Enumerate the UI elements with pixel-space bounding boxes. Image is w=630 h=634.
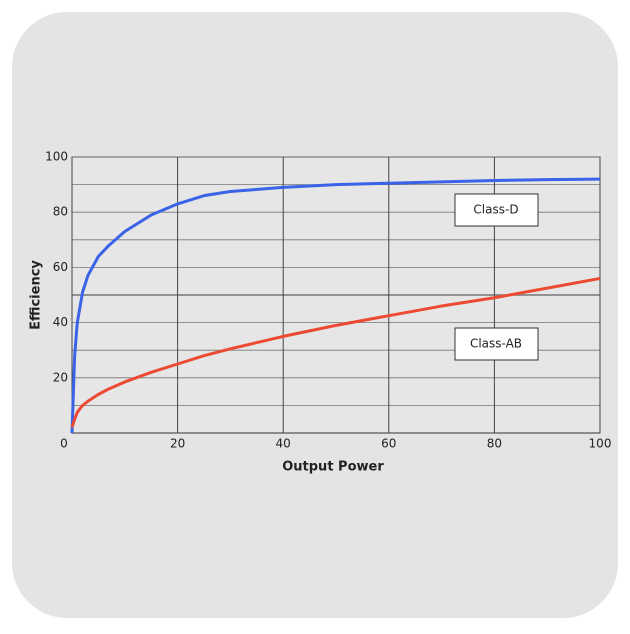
line: [70, 276, 601, 428]
line: [70, 177, 601, 434]
label-box: [454, 327, 539, 361]
x-tick-label: 60: [381, 437, 396, 451]
series-label: Class-D: [473, 203, 518, 217]
y-tick-label: 100: [45, 150, 68, 164]
x-tick-label: 80: [487, 437, 502, 451]
x-axis-title: Output Power: [282, 460, 384, 475]
label-box: [454, 193, 539, 227]
y-tick-label: 40: [53, 315, 68, 329]
series-label: Class-AB: [470, 337, 522, 351]
y-axis-title: Efficiency: [29, 260, 44, 330]
x-tick-label: 20: [170, 437, 185, 451]
x-tick-label: 100: [589, 437, 612, 451]
y-tick-label: 80: [53, 205, 68, 219]
y-tick-label: 60: [53, 260, 68, 274]
y-tick-label: 20: [53, 370, 68, 384]
x-tick-label: 40: [276, 437, 291, 451]
x-tick-label: 0: [60, 437, 68, 451]
